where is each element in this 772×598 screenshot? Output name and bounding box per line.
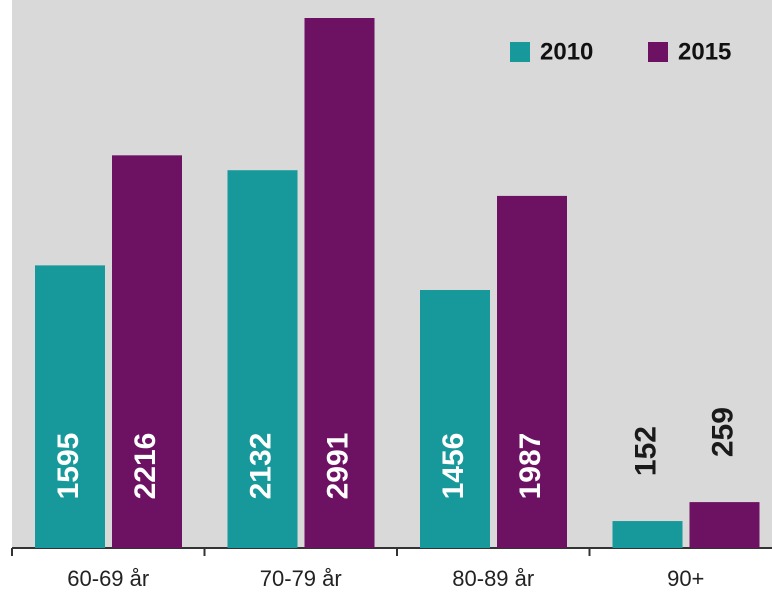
value-label: 1595: [52, 433, 85, 500]
bar: [420, 289, 490, 548]
value-label: 152: [629, 426, 662, 476]
bar: [304, 18, 375, 548]
value-label: 259: [706, 407, 739, 457]
value-label: 1456: [437, 433, 470, 500]
bar: [689, 502, 760, 548]
legend-label: 2010: [540, 38, 593, 65]
x-tick-label: 90+: [667, 566, 704, 591]
value-label: 1987: [514, 433, 547, 500]
value-label: 2991: [321, 433, 354, 500]
value-label: 2216: [129, 433, 162, 500]
x-tick-label: 80-89 år: [452, 566, 534, 591]
x-tick-label: 60-69 år: [67, 566, 149, 591]
bar: [227, 170, 298, 548]
legend-swatch: [510, 42, 530, 62]
value-label: 2132: [244, 433, 277, 500]
bar: [35, 265, 105, 548]
legend-label: 2015: [678, 38, 731, 65]
x-tick-label: 70-79 år: [260, 566, 342, 591]
bar: [112, 155, 182, 548]
bar: [612, 521, 683, 548]
legend-swatch: [648, 42, 668, 62]
bar: [497, 195, 567, 549]
